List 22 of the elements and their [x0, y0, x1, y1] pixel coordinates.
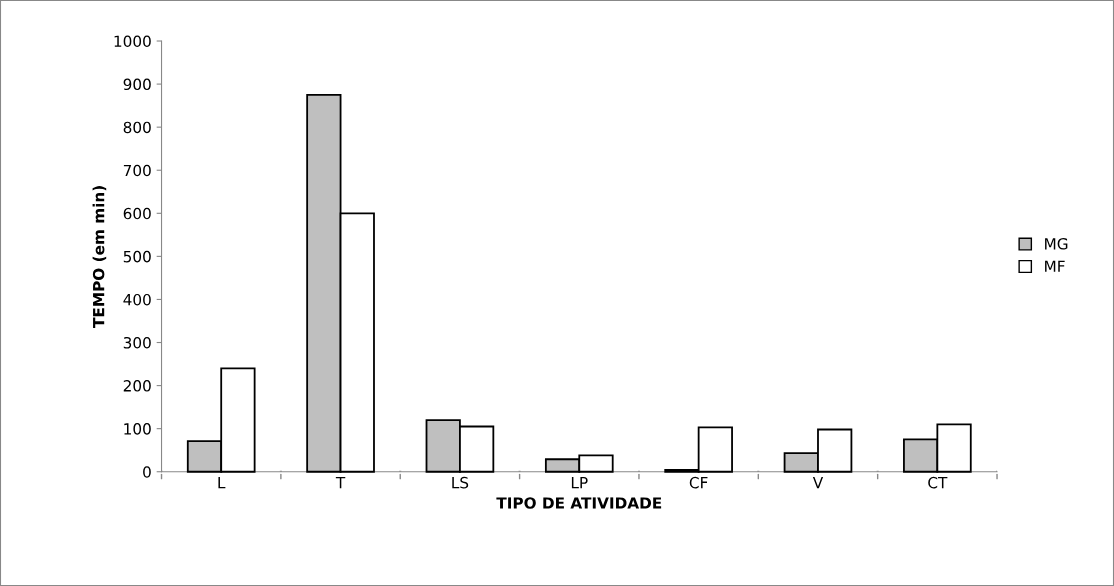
- legend-label: MG: [1045, 238, 1068, 250]
- y-tick-label: 400: [123, 293, 151, 306]
- y-tick-label: 500: [123, 250, 151, 263]
- x-tick-label: V: [812, 477, 824, 489]
- y-tick-label: 300: [123, 336, 151, 349]
- x-tick-label: T: [335, 477, 346, 489]
- x-tick-label: CF: [689, 476, 708, 489]
- y-tick-label: 900: [123, 78, 151, 91]
- y-tick-label: 600: [123, 207, 151, 220]
- x-tick-label: CT: [928, 476, 948, 489]
- y-tick-label: 700: [123, 164, 151, 177]
- y-tick-label: 0: [143, 466, 151, 478]
- y-tick-label: 100: [124, 423, 151, 435]
- x-tick-label: LS: [452, 476, 469, 489]
- y-tick-label: 1000: [114, 35, 151, 48]
- legend-label: MF: [1045, 260, 1065, 272]
- x-tick-label: L: [218, 477, 226, 489]
- x-tick-label: LP: [571, 477, 588, 489]
- y-tick-label: 200: [123, 380, 151, 392]
- x-axis-title: TIPO DE ATIVIDADE: [496, 497, 662, 509]
- y-axis-title: TEMPO (em min): [92, 186, 107, 328]
- y-tick-label: 800: [123, 121, 151, 134]
